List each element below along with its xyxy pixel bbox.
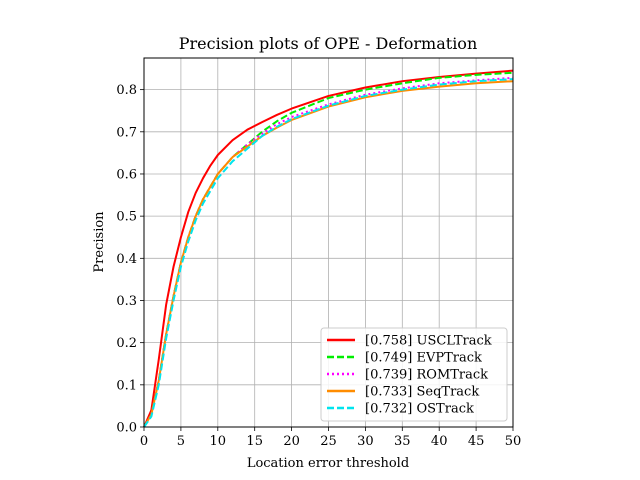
x-tick-label: 40 [431, 434, 448, 449]
chart-title: Precision plots of OPE - Deformation [179, 34, 478, 53]
y-axis-label: Precision [92, 211, 107, 273]
legend-label: [0.749] EVPTrack [365, 351, 482, 366]
legend-label: [0.739] ROMTrack [365, 368, 488, 383]
legend-box [320, 327, 508, 422]
y-tick-label: 0.1 [116, 378, 137, 393]
x-ticks: 0 5 10 15 20 25 30 35 40 45 50 [140, 427, 521, 449]
x-tick-label: 25 [320, 434, 337, 449]
legend-label: [0.733] SeqTrack [365, 385, 479, 400]
y-tick-label: 0.5 [116, 210, 137, 225]
y-tick-label: 0.2 [116, 336, 137, 351]
x-tick-label: 15 [246, 434, 263, 449]
x-axis-label: Location error threshold [247, 456, 409, 471]
y-tick-label: 0.8 [116, 83, 137, 98]
y-tick-label: 0.7 [116, 125, 137, 140]
legend-label: [0.732] OSTrack [365, 402, 474, 417]
y-tick-label: 0.4 [116, 252, 137, 267]
y-tick-label: 0.3 [116, 294, 137, 309]
x-tick-label: 35 [394, 434, 411, 449]
x-tick-label: 5 [177, 434, 185, 449]
y-tick-label: 0.6 [116, 167, 137, 182]
x-tick-label: 45 [468, 434, 485, 449]
x-tick-label: 50 [505, 434, 522, 449]
x-tick-label: 30 [357, 434, 374, 449]
x-tick-label: 10 [210, 434, 227, 449]
series-lines [143, 69, 514, 428]
legend: [0.758] USCLTrack [0.749] EVPTrack [0.739]… [320, 327, 508, 422]
x-tick-label: 20 [283, 434, 300, 449]
y-ticks: 0.0 0.1 0.2 0.3 0.4 0.5 0.6 0.7 0.8 [116, 83, 144, 436]
series-line-1 [143, 69, 514, 428]
legend-label: [0.758] USCLTrack [365, 334, 492, 349]
y-tick-label: 0.0 [116, 421, 137, 436]
series-line-5 [143, 78, 514, 428]
x-tick-label: 0 [140, 434, 148, 449]
